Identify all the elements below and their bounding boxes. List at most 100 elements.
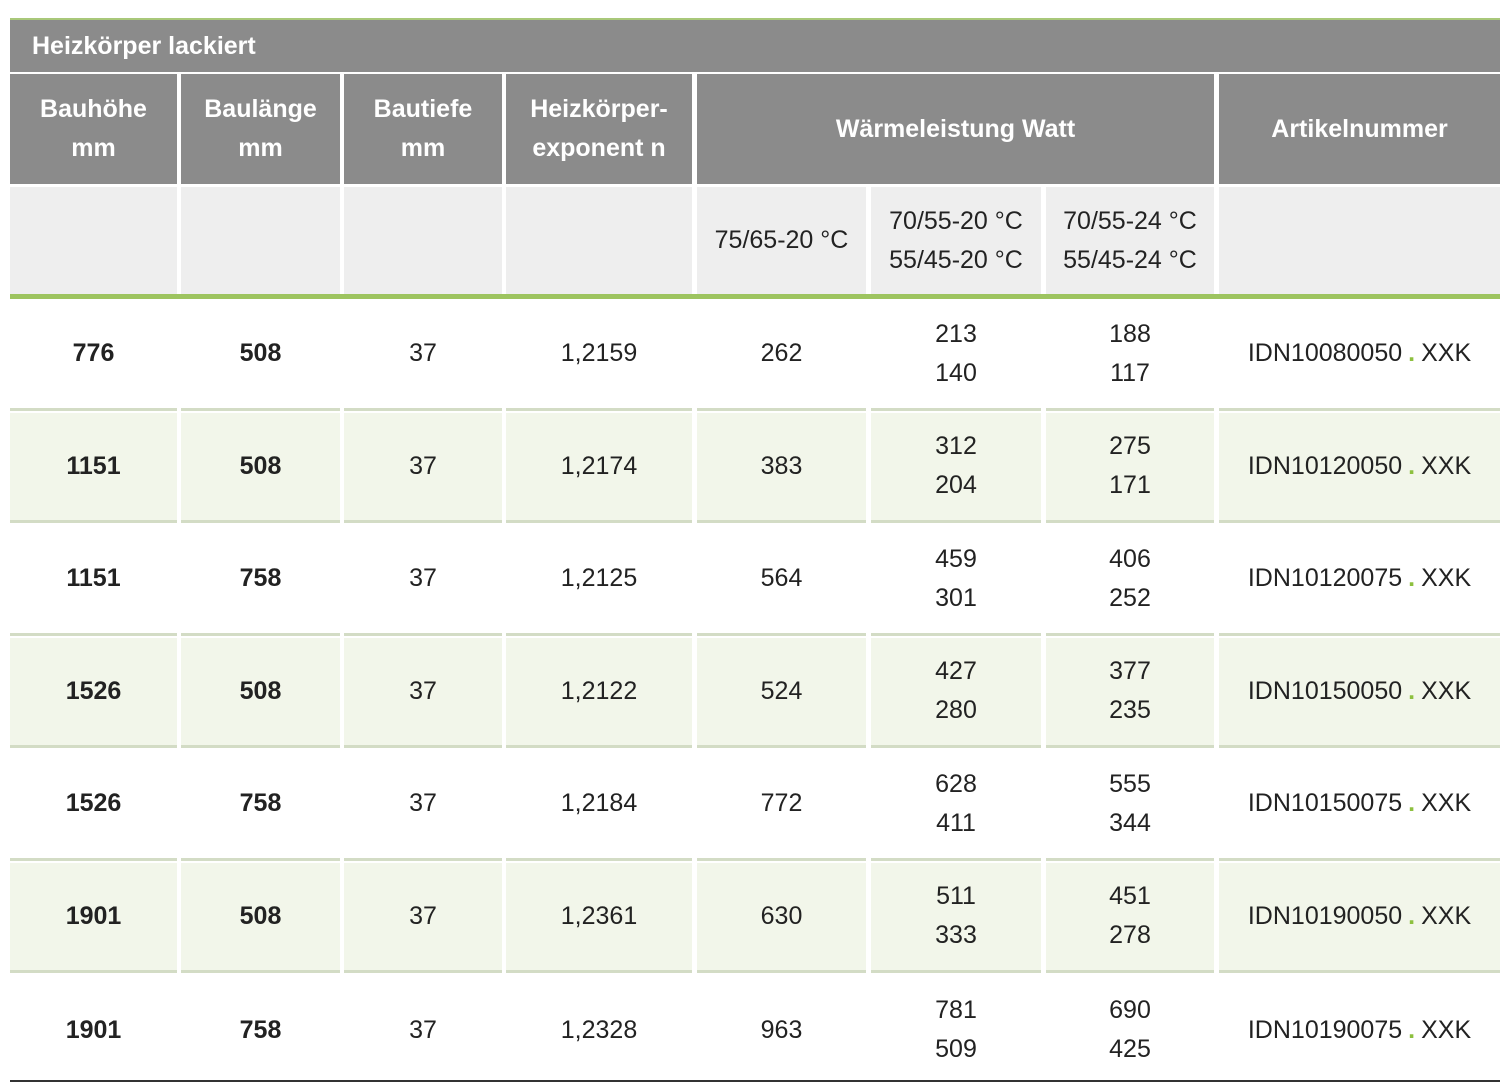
- cell-text: 1,2361: [560, 901, 638, 930]
- data-cell: IDN10150050. XXK: [1219, 637, 1500, 748]
- data-cell: 690 425: [1046, 975, 1214, 1086]
- subheader-cell: [10, 187, 177, 294]
- data-cell: IDN10080050. XXK: [1219, 300, 1500, 411]
- subheader-text: 75/65-20 °C: [714, 226, 849, 254]
- data-cell: 37: [344, 412, 502, 523]
- cell-text: 204: [935, 471, 977, 500]
- header-cell: Artikelnummer: [1219, 74, 1500, 184]
- article-id: IDN10150075: [1247, 789, 1403, 818]
- data-cell: 37: [344, 975, 502, 1086]
- cell-text: 278: [1109, 921, 1151, 950]
- cell-text: 377: [1109, 657, 1151, 686]
- cell-text: 1526: [65, 676, 122, 705]
- cell-text: 451: [1109, 882, 1151, 911]
- article-number: IDN10120075. XXK: [1248, 559, 1471, 598]
- article-suffix: XXK: [1421, 339, 1472, 368]
- cell-text: 509: [935, 1035, 977, 1064]
- article-id: IDN10120075: [1247, 564, 1403, 593]
- article-suffix: XXK: [1421, 789, 1472, 818]
- subheader-cell: [344, 187, 502, 294]
- data-cell: 630: [697, 862, 866, 973]
- data-cell: 781 509: [871, 975, 1041, 1086]
- cell-text: 406: [1109, 544, 1151, 573]
- data-cell: 758: [181, 525, 340, 636]
- data-cell: 383: [697, 412, 866, 523]
- cell-text: 301: [935, 583, 977, 612]
- data-cell: 511 333: [871, 862, 1041, 973]
- cell-text: 312: [935, 432, 977, 461]
- cell-text: 508: [239, 676, 282, 705]
- cell-text: 758: [239, 789, 282, 818]
- cell-text: 37: [409, 1015, 437, 1044]
- subheader-cell: [506, 187, 692, 294]
- data-cell: 1,2174: [506, 412, 692, 523]
- subheader-text: 55/45-24 °C: [1063, 245, 1197, 274]
- header-text: mm: [71, 134, 116, 162]
- data-cell: 37: [344, 525, 502, 636]
- article-separator: .: [1408, 1015, 1416, 1044]
- data-cell: 312 204: [871, 412, 1041, 523]
- data-cell: 427 280: [871, 637, 1041, 748]
- data-cell: 275 171: [1046, 412, 1214, 523]
- header-text: Bauhöhe: [40, 95, 147, 123]
- cell-text: 555: [1109, 769, 1151, 798]
- cell-text: 630: [760, 901, 803, 930]
- cell-text: 213: [935, 319, 977, 348]
- data-cell: 963: [697, 975, 866, 1086]
- data-cell: 508: [181, 300, 340, 411]
- cell-text: 628: [935, 769, 977, 798]
- header-cell: Wärmeleistung Watt: [697, 74, 1214, 184]
- data-cell: 524: [697, 637, 866, 748]
- data-cell: 555 344: [1046, 750, 1214, 861]
- data-cell: 37: [344, 862, 502, 973]
- cell-text: 1901: [65, 901, 122, 930]
- data-cell: 1,2122: [506, 637, 692, 748]
- article-suffix: XXK: [1421, 676, 1472, 705]
- cell-text: 776: [72, 339, 115, 368]
- data-cell: 377 235: [1046, 637, 1214, 748]
- title-bar: Heizkörper lackiert: [10, 18, 1500, 72]
- data-cell: 758: [181, 975, 340, 1086]
- data-cell: IDN10120075. XXK: [1219, 525, 1500, 636]
- cell-text: 117: [1110, 358, 1150, 387]
- article-suffix: XXK: [1421, 901, 1472, 930]
- cell-text: 140: [935, 358, 977, 387]
- cell-text: 781: [935, 996, 977, 1025]
- subheader-text: 55/45-20 °C: [889, 245, 1023, 274]
- data-cell: 1,2184: [506, 750, 692, 861]
- header-text: Artikelnummer: [1271, 114, 1448, 143]
- cell-text: 262: [760, 339, 803, 368]
- header-cell: Bautiefe mm: [344, 74, 502, 184]
- title: Heizkörper lackiert: [32, 31, 256, 60]
- data-cell: 1,2361: [506, 862, 692, 973]
- subheader-text: 70/55-20 °C: [889, 206, 1023, 235]
- cell-text: 425: [1109, 1035, 1151, 1064]
- header-text: Wärmeleistung Watt: [835, 114, 1076, 143]
- header-cell: Bauhöhe mm: [10, 74, 177, 184]
- article-suffix: XXK: [1421, 1015, 1472, 1044]
- data-cell: 1,2328: [506, 975, 692, 1086]
- cell-text: 37: [409, 789, 437, 818]
- data-cell: 1901: [10, 862, 177, 973]
- cell-text: 1151: [66, 451, 121, 480]
- data-cell: IDN10190050. XXK: [1219, 862, 1500, 973]
- data-cell: 188 117: [1046, 300, 1214, 411]
- data-cell: 564: [697, 525, 866, 636]
- data-cell: 451 278: [1046, 862, 1214, 973]
- cell-text: 344: [1109, 808, 1151, 837]
- accent-line: [10, 294, 1500, 299]
- data-cell: 37: [344, 637, 502, 748]
- data-cell: 459 301: [871, 525, 1041, 636]
- cell-text: 37: [409, 451, 437, 480]
- data-cell: 508: [181, 412, 340, 523]
- cell-text: 411: [936, 808, 976, 837]
- article-number: IDN10080050. XXK: [1248, 334, 1471, 373]
- cell-text: 524: [760, 676, 803, 705]
- cell-text: 37: [409, 564, 437, 593]
- article-number: IDN10190075. XXK: [1248, 1011, 1471, 1050]
- article-id: IDN10190075: [1247, 1015, 1403, 1044]
- header-text: Heizkörper-: [530, 95, 668, 123]
- cell-text: 37: [409, 901, 437, 930]
- cell-text: 1,2159: [560, 339, 638, 368]
